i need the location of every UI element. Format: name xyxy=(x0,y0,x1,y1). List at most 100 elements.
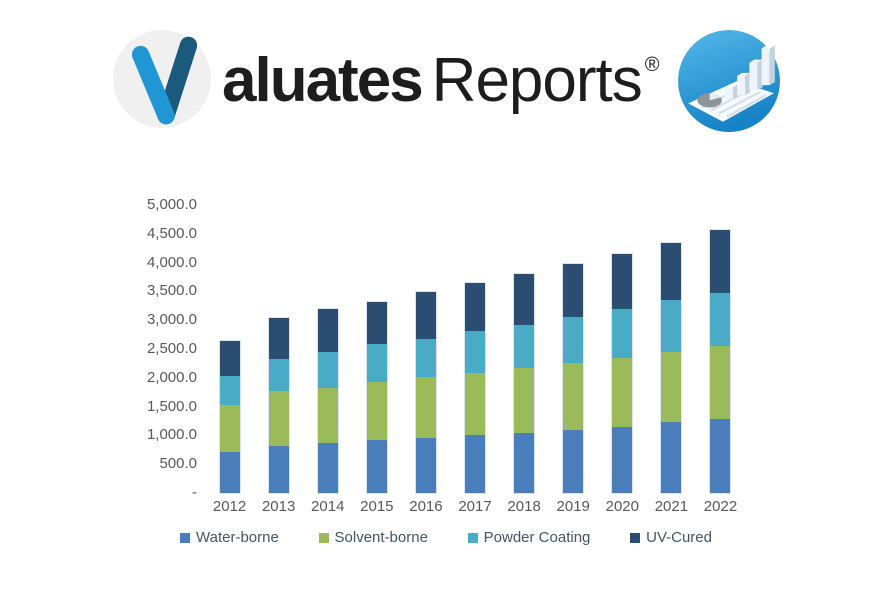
segment-powder-coating xyxy=(710,292,731,346)
stacked-bar-2022 xyxy=(709,229,732,494)
plot-area xyxy=(205,205,745,495)
segment-solvent-borne xyxy=(219,405,240,453)
legend-label: Water-borne xyxy=(196,529,279,546)
segment-solvent-borne xyxy=(366,381,387,440)
y-tick-label: - xyxy=(192,484,197,501)
y-tick-label: 3,000.0 xyxy=(146,311,197,329)
segment-water-borne xyxy=(268,445,289,493)
y-tick-label: 4,000.0 xyxy=(146,253,197,271)
stacked-bar-2012 xyxy=(218,340,241,494)
bar-column-2022 xyxy=(696,205,745,494)
y-tick-label: 2,000.0 xyxy=(146,368,197,386)
brand-header: aluates Reports ® xyxy=(110,28,782,134)
y-tick-label: 1,000.0 xyxy=(146,426,197,444)
registered-trademark-symbol: ® xyxy=(644,54,660,76)
x-axis: 2012 2013 2014 2015 2016 2017 2018 2019 2020 2021… xyxy=(205,498,745,516)
segment-uv-cured xyxy=(710,230,731,293)
segment-uv-cured xyxy=(514,273,535,326)
x-tick-label-2012: 2012 xyxy=(212,498,247,515)
segment-uv-cured xyxy=(563,263,584,318)
y-tick-label: 3,500.0 xyxy=(146,282,197,300)
segment-solvent-borne xyxy=(268,390,289,446)
segment-water-borne xyxy=(366,440,387,493)
legend-swatch-icon xyxy=(318,533,329,543)
segment-powder-coating xyxy=(612,308,633,359)
badge-sheet xyxy=(687,81,774,122)
legend-item-powder-coating: Powder Coating xyxy=(467,529,591,547)
bar-column-2014 xyxy=(303,205,352,494)
legend-item-solvent-borne: Solvent-borne xyxy=(318,529,428,547)
legend-swatch-icon xyxy=(467,533,478,543)
segment-water-borne xyxy=(612,426,633,493)
x-tick-label-2016: 2016 xyxy=(409,498,443,515)
stacked-bar-2013 xyxy=(267,316,290,495)
y-tick-label: 500.0 xyxy=(159,455,197,473)
bar-column-2019 xyxy=(549,205,598,495)
bar-column-2016 xyxy=(401,205,450,495)
stacked-bar-2015 xyxy=(365,300,388,495)
segment-water-borne xyxy=(415,437,436,493)
segment-water-borne xyxy=(661,422,682,493)
stacked-bar-2016 xyxy=(414,290,437,495)
segment-powder-coating xyxy=(661,300,682,352)
segment-solvent-borne xyxy=(514,368,535,434)
x-tick-label-2022: 2022 xyxy=(703,498,738,515)
y-tick-label: 5,000.0 xyxy=(146,196,197,213)
x-tick-label-2013: 2013 xyxy=(261,498,296,515)
segment-solvent-borne xyxy=(317,387,338,443)
segment-solvent-borne xyxy=(563,363,584,430)
legend-item-water-borne: Water-borne xyxy=(180,529,279,547)
bar-column-2021 xyxy=(647,205,696,495)
badge-pie-slice xyxy=(709,93,721,101)
segment-water-borne xyxy=(710,418,731,493)
legend-item-uv-cured: UV-Cured xyxy=(630,529,712,547)
valuates-v-logo-icon xyxy=(113,30,211,128)
bar-chart-badge-icon xyxy=(677,30,780,132)
bar-column-2020 xyxy=(598,205,647,495)
segment-powder-coating xyxy=(219,376,240,406)
segment-solvent-borne xyxy=(465,372,486,436)
legend: Water-borne Solvent-borne Powder Coating UV… xyxy=(180,529,712,547)
x-tick-label-2019: 2019 xyxy=(556,498,590,515)
segment-uv-cured xyxy=(317,309,338,352)
v-logo-left-stroke xyxy=(131,45,175,125)
segment-uv-cured xyxy=(415,291,436,339)
y-axis: 5,000.0 4,500.0 4,000.0 3,500.0 3,000.0 2,500… xyxy=(147,196,205,501)
segment-uv-cured xyxy=(366,301,387,345)
x-tick-label-2015: 2015 xyxy=(360,498,394,515)
segment-water-borne xyxy=(563,429,584,493)
stacked-bar-2019 xyxy=(562,262,585,495)
segment-powder-coating xyxy=(514,325,535,369)
stacked-bar-2017 xyxy=(464,281,487,495)
legend-swatch-icon xyxy=(180,533,190,543)
stacked-bar-chart: 5,000.0 4,500.0 4,000.0 3,500.0 3,000.0 2,500… xyxy=(147,196,750,547)
segment-powder-coating xyxy=(366,344,387,382)
badge-3d-bars xyxy=(724,45,775,100)
legend-label: Powder Coating xyxy=(483,529,591,546)
bar-column-2015 xyxy=(352,205,401,495)
stacked-bar-2020 xyxy=(611,252,634,495)
bar-column-2018 xyxy=(500,205,549,495)
segment-solvent-borne xyxy=(661,351,682,423)
bar-column-2013 xyxy=(254,205,303,495)
segment-water-borne xyxy=(465,435,486,493)
y-tick-label: 4,500.0 xyxy=(146,224,197,242)
segment-powder-coating xyxy=(268,358,289,391)
segment-uv-cured xyxy=(661,242,682,301)
bar-column-2017 xyxy=(450,205,499,495)
stacked-bar-2018 xyxy=(513,272,536,495)
segment-water-borne xyxy=(219,452,240,493)
segment-uv-cured xyxy=(268,317,289,359)
segment-powder-coating xyxy=(563,317,584,364)
segment-water-borne xyxy=(317,442,338,493)
x-tick-label-2017: 2017 xyxy=(458,498,492,515)
x-tick-label-2014: 2014 xyxy=(311,498,345,515)
y-tick-label: 2,500.0 xyxy=(146,340,197,357)
segment-water-borne xyxy=(514,433,535,493)
y-tick-label: 1,500.0 xyxy=(146,397,197,415)
x-tick-label-2018: 2018 xyxy=(507,498,541,515)
x-tick-label-2021: 2021 xyxy=(654,498,689,515)
bar-column-2012 xyxy=(205,205,254,494)
segment-uv-cured xyxy=(219,341,240,377)
